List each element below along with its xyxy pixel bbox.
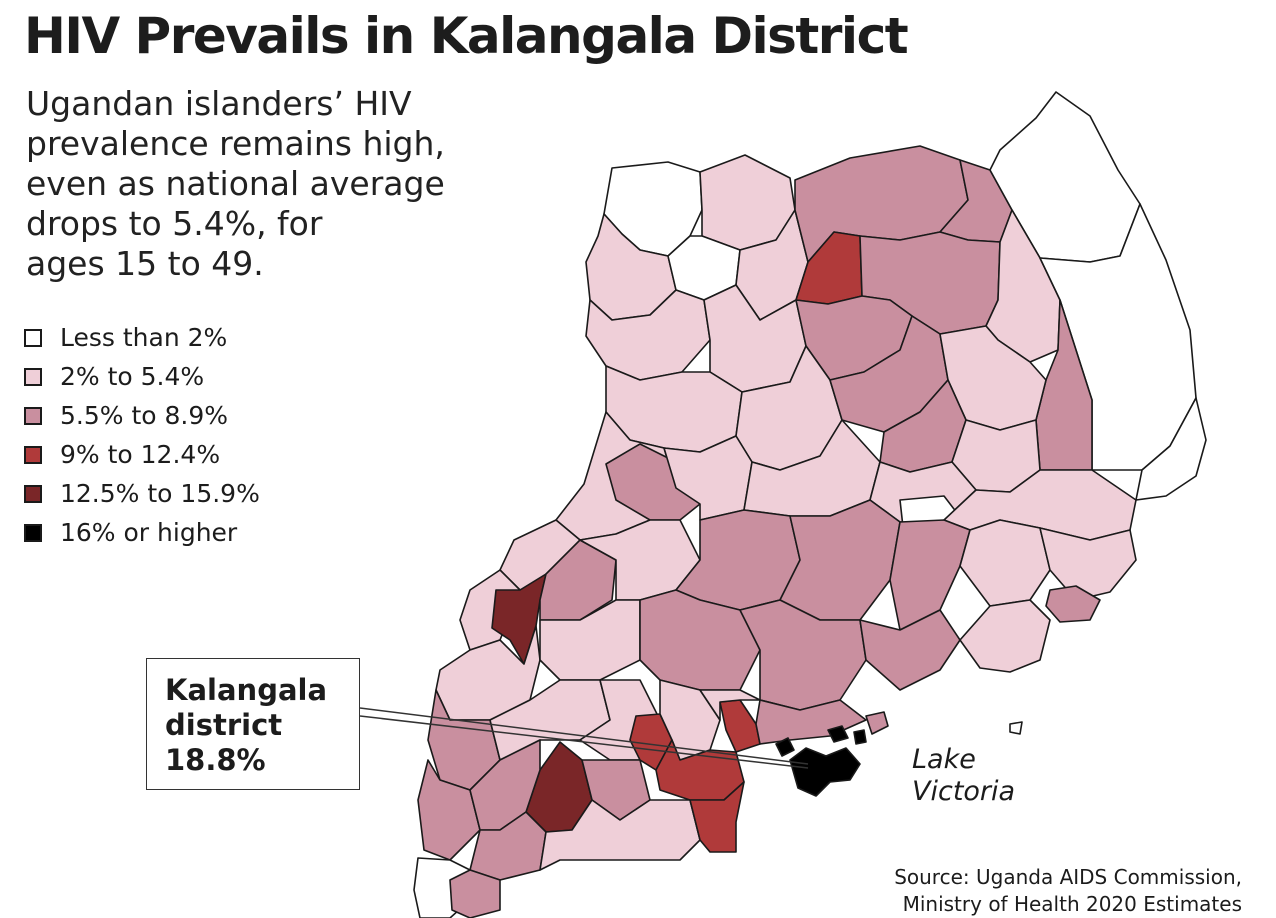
legend-label: 5.5% to 8.9% bbox=[60, 401, 229, 430]
district-region bbox=[959, 519, 1051, 607]
legend-swatch bbox=[24, 484, 42, 503]
kalangala-district bbox=[827, 725, 849, 743]
district-region bbox=[639, 589, 761, 691]
district-region bbox=[699, 689, 761, 721]
district-region bbox=[417, 759, 481, 861]
map-legend: Less than 2% 2% to 5.4% 5.5% to 8.9% 9% … bbox=[24, 318, 260, 552]
district-region bbox=[689, 781, 745, 853]
district-region bbox=[985, 209, 1061, 363]
lake-victoria-label: Lake Victoria bbox=[912, 744, 1015, 807]
legend-swatch bbox=[24, 445, 42, 464]
subtitle-line: Ugandan islanders’ HIV bbox=[26, 84, 412, 123]
district-region bbox=[779, 499, 901, 621]
lake-label-line: Victoria bbox=[912, 776, 1015, 807]
legend-item: 16% or higher bbox=[24, 513, 260, 552]
callout-line: district bbox=[165, 708, 283, 742]
lake-label-line: Lake bbox=[912, 744, 976, 775]
legend-label: 2% to 5.4% bbox=[60, 362, 205, 391]
district-region bbox=[1009, 721, 1023, 735]
legend-item: 2% to 5.4% bbox=[24, 357, 260, 396]
district-region bbox=[889, 519, 971, 631]
map-subtitle: Ugandan islanders’ HIV prevalence remain… bbox=[26, 84, 546, 284]
source-line: Source: Uganda AIDS Commission, bbox=[894, 865, 1242, 889]
district-region bbox=[959, 599, 1051, 673]
legend-item: 5.5% to 8.9% bbox=[24, 396, 260, 435]
legend-item: Less than 2% bbox=[24, 318, 260, 357]
legend-swatch bbox=[24, 406, 42, 425]
district-region bbox=[859, 609, 961, 691]
source-note: Source: Uganda AIDS Commission, Ministry… bbox=[894, 864, 1242, 918]
legend-swatch bbox=[24, 367, 42, 386]
kalangala-district bbox=[789, 747, 861, 797]
kalangala-district bbox=[853, 729, 867, 745]
legend-item: 9% to 12.4% bbox=[24, 435, 260, 474]
subtitle-line: prevalence remains high, bbox=[26, 124, 445, 163]
subtitle-line: drops to 5.4%, for bbox=[26, 204, 323, 243]
legend-label: 16% or higher bbox=[60, 518, 238, 547]
legend-label: 9% to 12.4% bbox=[60, 440, 221, 469]
district-region bbox=[1039, 527, 1137, 601]
district-region bbox=[719, 699, 761, 753]
legend-label: 12.5% to 15.9% bbox=[60, 479, 260, 508]
map-title: HIV Prevails in Kalangala District bbox=[24, 7, 909, 65]
subtitle-line: even as national average bbox=[26, 164, 445, 203]
source-line: Ministry of Health 2020 Estimates bbox=[902, 892, 1242, 916]
legend-swatch bbox=[24, 523, 42, 542]
legend-label: Less than 2% bbox=[60, 323, 228, 352]
district-region bbox=[655, 739, 745, 801]
kalangala-callout: Kalangala district 18.8% bbox=[146, 658, 360, 790]
district-region bbox=[449, 869, 501, 918]
district-region bbox=[755, 699, 867, 745]
subtitle-line: ages 15 to 49. bbox=[26, 244, 264, 283]
callout-leader-line bbox=[359, 707, 809, 765]
district-region bbox=[865, 711, 889, 735]
callout-line: 18.8% bbox=[165, 743, 266, 777]
district-region bbox=[739, 599, 867, 711]
district-region bbox=[1135, 397, 1207, 501]
district-region bbox=[1045, 585, 1101, 623]
legend-swatch bbox=[24, 328, 42, 347]
callout-leader-line bbox=[359, 715, 809, 769]
callout-line: Kalangala bbox=[165, 673, 328, 707]
kalangala-district bbox=[775, 737, 795, 757]
legend-item: 12.5% to 15.9% bbox=[24, 474, 260, 513]
